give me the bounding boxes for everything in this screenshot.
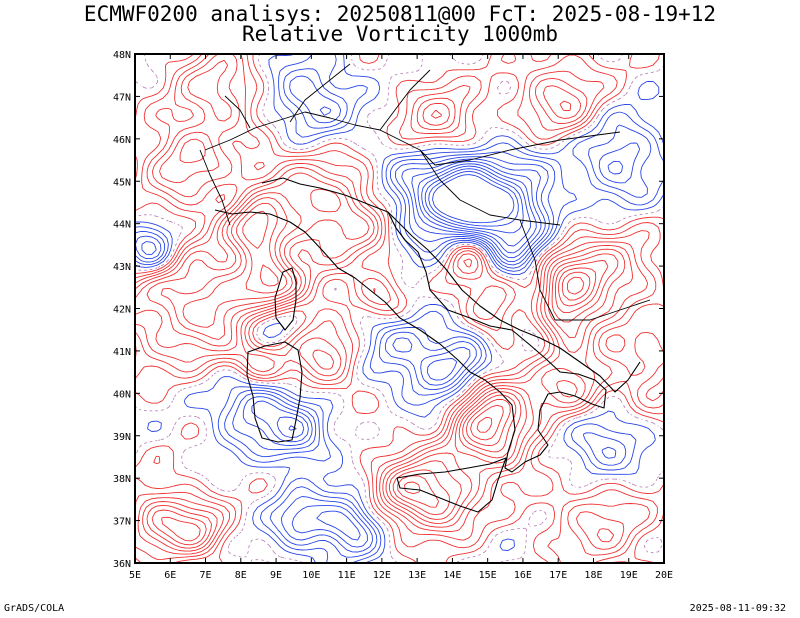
positive-vorticity-contour	[135, 54, 664, 563]
lat-tick-label: 46N	[113, 135, 131, 146]
lon-tick-label: 12E	[373, 570, 391, 581]
lat-tick-label: 36N	[113, 559, 131, 570]
negative-vorticity-contour	[135, 54, 664, 563]
lon-tick-label: 13E	[408, 570, 426, 581]
positive-vorticity-contour	[135, 59, 634, 552]
balkan-coastline	[387, 211, 641, 393]
corsica-coastline	[274, 267, 297, 331]
sicily-coastline	[396, 457, 507, 513]
lon-tick-label: 7E	[200, 570, 212, 581]
lat-tick-label: 44N	[113, 220, 131, 231]
negative-vorticity-contour	[428, 170, 519, 227]
lon-tick-label: 11E	[338, 570, 356, 581]
lon-tick-label: 9E	[270, 570, 282, 581]
negative-vorticity-contour	[424, 168, 524, 234]
timestamp: 2025-08-11-09:32	[689, 603, 786, 614]
software-credit: GrADS/COLA	[4, 603, 65, 614]
lon-tick-label: 19E	[620, 570, 638, 581]
positive-vorticity-contour	[236, 202, 597, 508]
axis-ticks: 5E 6E 7E 8E 9E 10E 11E 12E 13E 14E 15E 16E 17E 18E 19E…	[113, 50, 673, 581]
italy-coastline	[214, 177, 607, 473]
zero-contour	[135, 54, 664, 563]
lat-tick-label: 41N	[113, 347, 131, 358]
positive-vorticity-contour	[135, 54, 664, 555]
lat-tick-label: 47N	[113, 92, 131, 103]
positive-vorticity-contour	[161, 197, 609, 542]
negative-vorticity-contour	[141, 106, 624, 548]
lon-tick-label: 17E	[549, 570, 567, 581]
lat-tick-label: 39N	[113, 432, 131, 443]
lat-tick-label: 43N	[113, 262, 131, 273]
lon-tick-label: 15E	[479, 570, 497, 581]
positive-vorticity-contour	[476, 276, 585, 433]
lat-tick-label: 38N	[113, 474, 131, 485]
map-title: ECMWF0200 analisys: 20250811@00 FcT: 202…	[83, 2, 717, 26]
lat-tick-label: 45N	[113, 177, 131, 188]
sardinia-coastline	[246, 341, 303, 443]
negative-vorticity-contour	[432, 174, 515, 224]
lon-tick-label: 18E	[584, 570, 602, 581]
negative-vorticity-contour	[135, 68, 652, 558]
positive-vorticity-contour	[151, 188, 619, 546]
vorticity-contours	[135, 54, 664, 563]
lon-tick-label: 16E	[514, 570, 532, 581]
negative-vorticity-contour	[251, 161, 542, 541]
coastlines	[199, 63, 651, 513]
border-lines	[199, 63, 651, 321]
positive-vorticity-contour	[242, 210, 591, 495]
lon-tick-label: 6E	[164, 570, 176, 581]
lat-tick-label: 42N	[113, 305, 131, 316]
negative-vorticity-contour	[276, 163, 537, 438]
lat-tick-label: 37N	[113, 517, 131, 528]
negative-vorticity-contour	[288, 165, 531, 431]
lon-tick-label: 5E	[129, 570, 141, 581]
lat-tick-label: 40N	[113, 389, 131, 400]
lon-tick-label: 8E	[235, 570, 247, 581]
positive-vorticity-contour	[146, 100, 626, 549]
lon-tick-label: 14E	[443, 570, 461, 581]
lon-tick-label: 10E	[302, 570, 320, 581]
positive-vorticity-contour	[135, 54, 664, 563]
map-subtitle: Relative Vorticity 1000mb	[241, 22, 559, 46]
lon-tick-label: 20E	[655, 570, 673, 581]
lat-tick-label: 48N	[113, 50, 131, 61]
negative-vorticity-contour	[135, 75, 641, 553]
negative-vorticity-contour	[135, 54, 664, 563]
